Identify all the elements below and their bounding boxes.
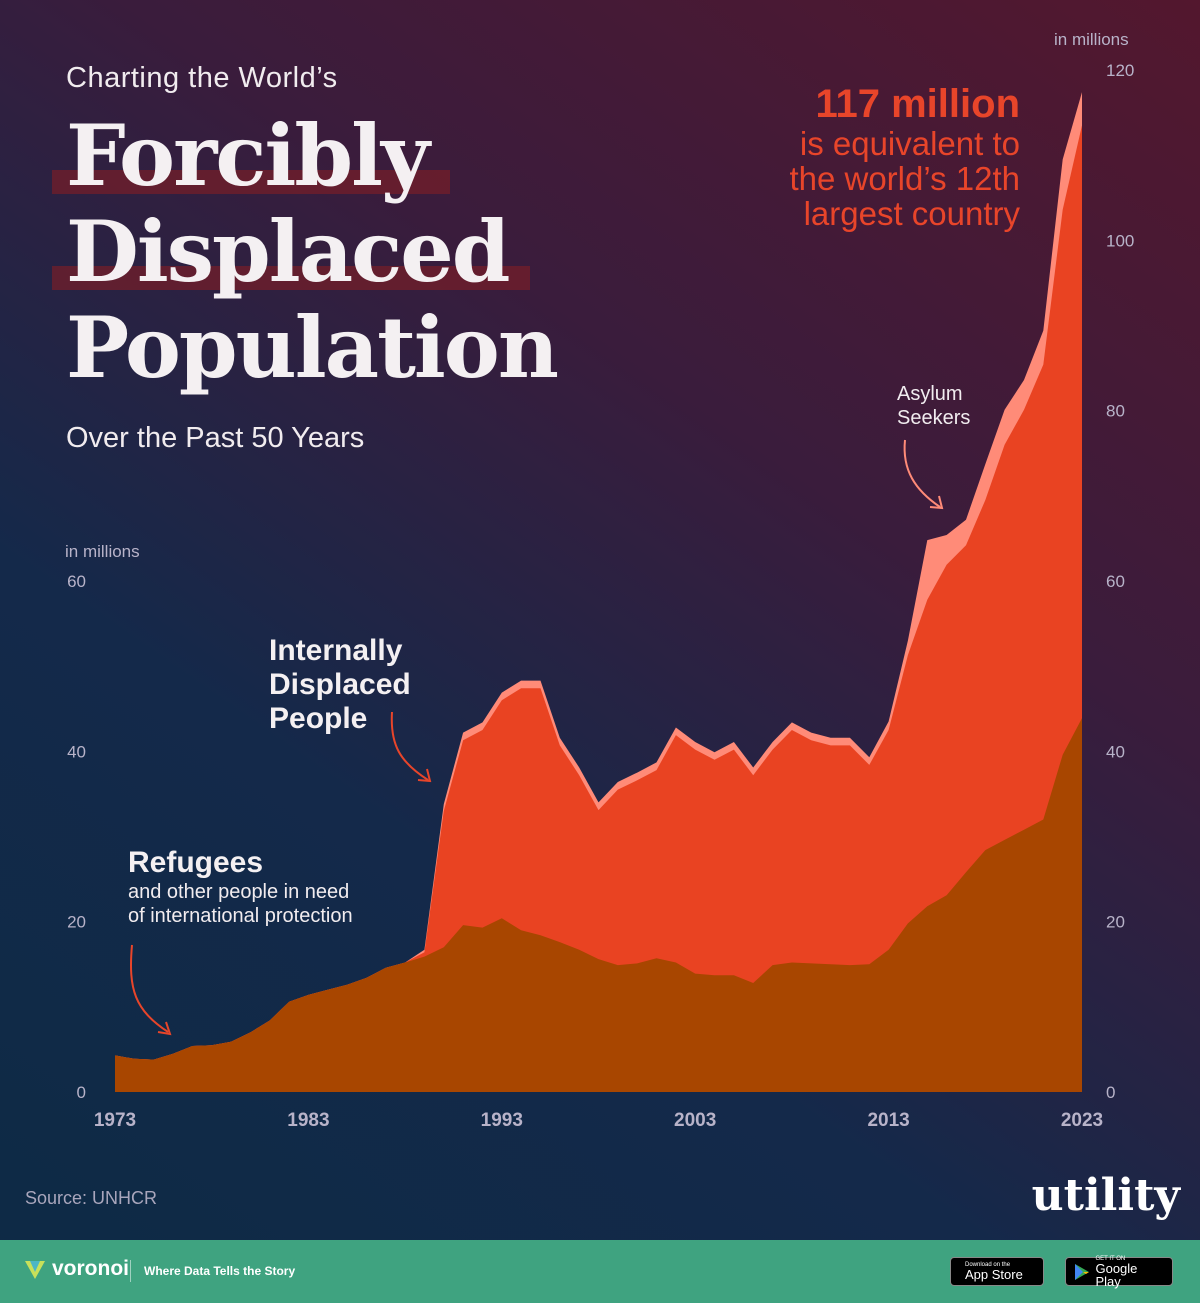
refugees-sub: and other people in need: [128, 881, 350, 903]
idp-annotation: Internally Displaced People: [269, 634, 411, 736]
voronoi-wordmark: voronoi: [52, 1257, 129, 1280]
right-axis-unit: in millions: [1054, 30, 1129, 49]
voronoi-icon: [25, 1261, 45, 1279]
badge-small-text: GET IT ON: [1095, 1255, 1126, 1262]
google-play-button[interactable]: GET IT ON Google Play: [1065, 1255, 1173, 1289]
right-y-tick-label: 100: [1106, 231, 1134, 250]
idp-label: Internally: [269, 634, 403, 667]
x-tick-label: 1993: [481, 1110, 523, 1131]
total-callout: 117 million is equivalent to the world’s…: [789, 82, 1020, 231]
right-y-tick-label: 20: [1106, 913, 1125, 932]
app-store-button[interactable]: Download on the App Store: [950, 1257, 1044, 1286]
callout-line: is equivalent to: [799, 125, 1020, 162]
refugees-area: [115, 718, 1082, 1092]
callout-line: the world’s 12th: [789, 160, 1020, 197]
x-tick-label: 2023: [1061, 1110, 1103, 1131]
left-y-tick-label: 0: [77, 1083, 86, 1102]
x-tick-label: 1973: [94, 1110, 136, 1131]
idp-label: Displaced: [269, 668, 411, 701]
asylum-arrow: [903, 439, 941, 508]
asylum-arrowhead: [929, 495, 944, 510]
kicker: Charting the World’s: [66, 62, 338, 94]
refugees-annotation: Refugees and other people in need of int…: [128, 846, 353, 928]
right-y-tick-label: 80: [1106, 402, 1125, 421]
asylum-label: Asylum: [897, 383, 963, 405]
google-play-icon: [1075, 1263, 1089, 1280]
voronoi-logo[interactable]: voronoi: [24, 1257, 129, 1281]
left-y-tick-label: 60: [67, 572, 86, 591]
tagline: Where Data Tells the Story: [144, 1264, 296, 1278]
utility-logo: utility: [1031, 1170, 1180, 1221]
refugees-label: Refugees: [128, 846, 264, 879]
divider: [130, 1260, 131, 1282]
callout-headline: 117 million: [815, 82, 1020, 126]
badge-text: App Store: [965, 1267, 1023, 1282]
footer: voronoi Where Data Tells the Story Downl…: [0, 1240, 1200, 1303]
refugees-sub: of international protection: [128, 905, 353, 927]
refugees-arrow: [129, 944, 169, 1033]
left-y-tick-label: 20: [67, 913, 86, 932]
left-axis-unit: in millions: [65, 542, 140, 561]
asylum-label: Seekers: [897, 407, 971, 429]
idp-label: People: [269, 702, 368, 735]
callout-line: largest country: [803, 195, 1020, 232]
right-y-tick-label: 120: [1106, 61, 1134, 80]
left-y-tick-label: 40: [67, 742, 86, 761]
idp-arrow: [390, 711, 429, 781]
badge-small-text: Download on the: [965, 1262, 1011, 1268]
x-tick-label: 1983: [287, 1110, 329, 1131]
source: Source: UNHCR: [25, 1188, 158, 1208]
idp-area: [115, 125, 1082, 1093]
right-y-tick-label: 0: [1106, 1083, 1115, 1102]
title-line-3: Population: [66, 298, 559, 397]
badge-text: Google Play: [1095, 1260, 1138, 1289]
subtitle: Over the Past 50 Years: [66, 422, 365, 454]
title-line-1: Forcibly: [52, 106, 450, 205]
x-tick-label: 2003: [674, 1110, 716, 1131]
x-tick-label: 2013: [867, 1110, 909, 1131]
idp-arrowhead: [417, 768, 432, 783]
page-title: Forcibly Displaced Population: [51, 106, 559, 397]
refugees-arrowhead: [157, 1021, 172, 1036]
right-y-tick-label: 40: [1106, 742, 1125, 761]
right-y-tick-label: 60: [1106, 572, 1125, 591]
asylum-annotation: Asylum Seekers: [897, 382, 970, 430]
title-line-2: Displaced: [51, 202, 531, 301]
